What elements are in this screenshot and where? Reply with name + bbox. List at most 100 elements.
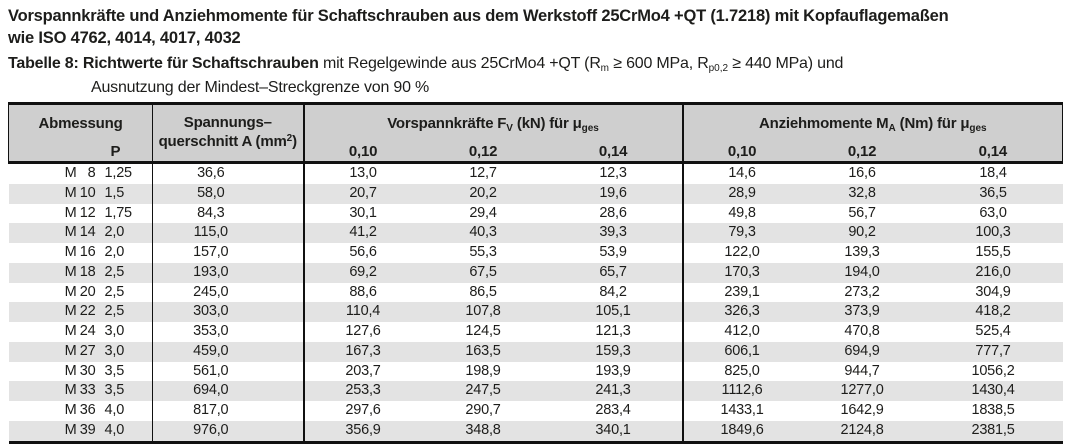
cell-ma-010: 14,6 [681, 162, 801, 184]
table-row: M 22 2,5 303,0 110,4 107,8 105,1 326,3 373,9 418,… [8, 302, 1063, 322]
cell-area: 245,0 [152, 282, 304, 303]
table-row: M 27 3,0 459,0 167,3 163,5 159,3 606,1 694,9 777,… [8, 341, 1063, 362]
subscript-rp02: p0,2 [708, 63, 729, 74]
cell-pitch: 3,0 [104, 323, 125, 339]
table-caption-line1: Tabelle 8: Richtwerte für Schaftschraube… [8, 55, 844, 74]
cell-ma-014: 100,3 [923, 223, 1063, 243]
cell-ma-010: 1433,1 [681, 401, 801, 421]
cell-fv-010: 88,6 [302, 282, 422, 303]
cell-size: 22 [78, 302, 103, 322]
table-caption-line2: Ausnutzung der Mindest–Streckgrenze von … [91, 79, 430, 96]
cell-m-prefix: M [64, 362, 77, 379]
header-anziehmomente: Anziehmomente MA (Nm) für μges [681, 103, 1064, 142]
cell-size: 10 [78, 183, 103, 204]
cell-fv-012: 163,5 [421, 341, 545, 362]
cell-fv-012: 124,5 [465, 323, 501, 339]
cell-ma-012: 1642,9 [840, 402, 884, 418]
cell-size: 24 [79, 323, 96, 339]
header-fv-mu-012: 0,12 [421, 141, 545, 164]
cell-m-prefix: M [64, 283, 77, 300]
cell-fv-012: 20,2 [421, 183, 545, 204]
cell-size: 14 [78, 223, 103, 243]
cell-size: 27 [78, 341, 103, 362]
cell-fv-012: 290,7 [465, 402, 501, 418]
cell-m-prefix: M [8, 381, 79, 401]
cell-area: 115,0 [152, 223, 304, 243]
cell-fv-010: 127,6 [302, 322, 422, 342]
cell-fv-014: 53,9 [599, 244, 627, 260]
document-title-line2: wie ISO 4762, 4014, 4017, 4032 [8, 29, 241, 47]
header-spannungsquerschnitt: Spannungs– querschnitt A (mm2) [152, 103, 304, 164]
cell-fv-012: 348,8 [421, 420, 545, 442]
cell-fv-012: 107,8 [421, 302, 545, 322]
cell-m-prefix: M [8, 302, 79, 322]
header-ma-mu-014: 0,14 [923, 141, 1064, 164]
cell-area: 459,0 [152, 341, 304, 362]
cell-size: 33 [78, 381, 103, 401]
header-pitch-p: P [102, 141, 153, 164]
cell-ma-012: 56,7 [848, 204, 876, 221]
cell-fv-014: 159,3 [544, 341, 683, 362]
cell-fv-010: 56,6 [302, 243, 422, 263]
cell-size: 8 [87, 165, 96, 181]
cell-ma-010: 1112,6 [681, 381, 801, 401]
cell-fv-014: 28,6 [599, 204, 627, 221]
cell-pitch: 2,5 [102, 302, 153, 322]
cell-size: 16 [79, 244, 96, 260]
cell-m-prefix: M [8, 341, 79, 362]
cell-fv-010: 20,7 [302, 183, 422, 204]
superscript-mm2: 2 [286, 133, 293, 144]
cell-pitch: 4,0 [102, 420, 153, 442]
cell-pitch: 4,0 [104, 402, 125, 418]
cell-ma-012: 2124,8 [800, 420, 924, 442]
cell-fv-010: 253,3 [302, 381, 422, 401]
cell-ma-010: 239,1 [681, 282, 801, 303]
cell-m-prefix: M [8, 183, 79, 204]
cell-fv-012: 86,5 [469, 283, 497, 300]
cell-m-prefix: M [8, 262, 79, 283]
cell-ma-014: 18,4 [979, 165, 1007, 181]
cell-area: 353,0 [152, 322, 304, 342]
table-row: M 39 4,0 976,0 356,9 348,8 340,1 1849,6 2124,8 23… [8, 420, 1063, 442]
cell-size: 36 [79, 402, 96, 418]
table-row: M 16 2,0 157,0 56,6 55,3 53,9 122,0 139,3 155,5 [9, 243, 1063, 263]
cell-fv-012: 40,3 [421, 223, 545, 243]
cell-ma-014: 2381,5 [923, 420, 1063, 442]
cell-area: 303,0 [152, 302, 304, 322]
table-caption: Tabelle 8: Richtwerte für Schaftschraube… [8, 53, 1069, 99]
cell-fv-010: 13,0 [302, 162, 422, 184]
cell-fv-012: 67,5 [421, 262, 545, 283]
cell-pitch: 3,0 [102, 341, 153, 362]
table-row: M 36 4,0 817,0 297,6 290,7 283,4 1433,1 1642,9 18… [9, 401, 1063, 421]
cell-ma-010: 49,8 [681, 203, 801, 224]
cell-ma-010: 326,3 [681, 302, 801, 322]
cell-size: 30 [79, 362, 96, 379]
cell-size: 12 [79, 204, 96, 221]
cell-pitch: 1,75 [104, 204, 133, 221]
cell-ma-014: 1838,5 [971, 402, 1015, 418]
cell-area: 561,0 [152, 361, 304, 382]
table-row: M 20 2,5 245,0 88,6 86,5 84,2 239,1 273,2 304,9 [9, 282, 1063, 303]
cell-ma-012: 373,9 [800, 302, 924, 322]
cell-fv-010: 41,2 [302, 223, 422, 243]
cell-m-prefix: M [64, 165, 77, 181]
cell-ma-014: 1430,4 [923, 381, 1063, 401]
subscript-ma: A [888, 122, 896, 134]
cell-fv-012: 247,5 [421, 381, 545, 401]
document-title: Vorspannkräfte und Anziehmomente für Sch… [8, 5, 1069, 49]
header-row-groups: Abmessung Spannungs– querschnitt A (mm2)… [7, 103, 1064, 164]
cell-ma-010: 606,1 [681, 341, 801, 362]
cell-ma-014: 63,0 [979, 204, 1007, 221]
cell-pitch: 3,5 [104, 362, 125, 379]
cell-fv-014: 241,3 [544, 381, 683, 401]
cell-fv-012: 198,9 [465, 362, 501, 379]
cell-ma-012: 944,7 [844, 362, 880, 379]
cell-fv-014: 121,3 [595, 323, 631, 339]
table-caption-label: Tabelle 8: Richtwerte für Schaftschraube… [8, 55, 319, 72]
header-ma-mu-012: 0,12 [800, 141, 924, 164]
table-body: M 8 1,25 36,6 13,0 12,7 12,3 14,6 16,6 18,4 M 10 1,5… [8, 162, 1063, 442]
cell-fv-012: 29,4 [469, 204, 497, 221]
header-row-sub: P 0,10 0,12 0,14 0,10 0,12 0,14 [8, 141, 1064, 164]
cell-fv-010: 30,1 [302, 203, 422, 224]
cell-fv-010: 203,7 [302, 361, 422, 382]
